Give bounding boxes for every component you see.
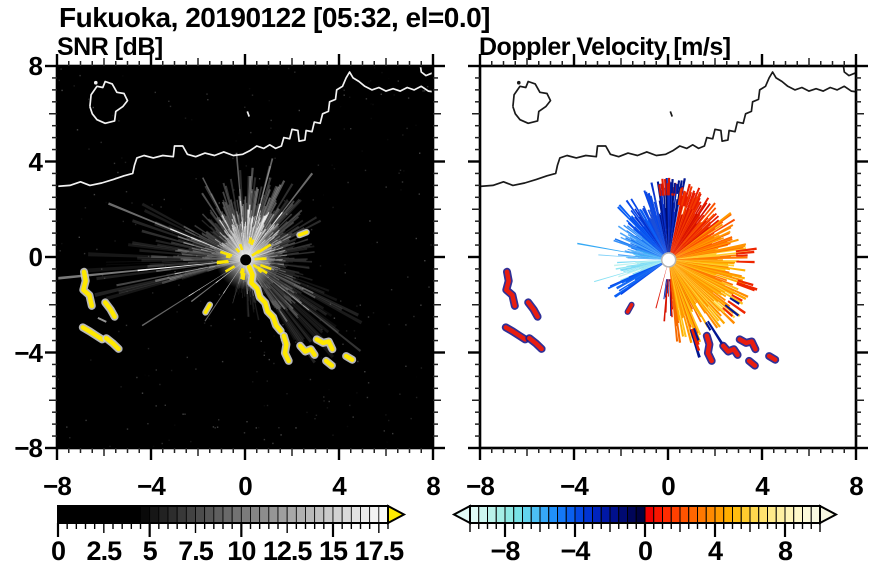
x-tick-label-vel: 4 <box>755 471 769 501</box>
figure-title: Fukuoka, 20190122 [05:32, el=0.0] <box>59 2 491 33</box>
velocity-map-panel <box>468 54 868 460</box>
velocity-colorbar: −8 −4 0 4 8 <box>451 504 839 566</box>
velocity-colorbar-label: −8 <box>491 536 521 566</box>
snr-colorbar-label: 0 <box>51 536 65 566</box>
y-tick-label-snr: −4 <box>14 337 43 368</box>
x-tick-label-snr: −4 <box>137 471 166 501</box>
snr-colorbar-label: 15 <box>319 536 348 566</box>
velocity-colorbar-label: 4 <box>708 536 723 566</box>
snr-map-panel <box>45 54 445 460</box>
snr-colorbar-label: 12.5 <box>263 536 313 566</box>
velocity-colorbar-label: 8 <box>778 536 793 566</box>
x-tick-label-snr: 4 <box>332 471 346 501</box>
snr-colorbar-label: 10 <box>227 536 255 566</box>
snr-colorbar-label: 17.5 <box>355 536 405 566</box>
x-tick-label-vel: −8 <box>466 471 495 501</box>
panel-title-velocity: Doppler Velocity [m/s] <box>479 33 731 61</box>
y-tick-label-snr: 4 <box>28 146 43 177</box>
x-tick-label-snr: −8 <box>43 471 72 501</box>
velocity-colorbar-label: 0 <box>638 536 652 566</box>
y-tick-label-snr: −8 <box>14 433 43 463</box>
y-tick-label-snr: 0 <box>28 242 43 272</box>
snr-colorbar-label: 2.5 <box>87 536 123 566</box>
x-tick-label-vel: −4 <box>560 471 589 501</box>
snr-colorbar: 0 2.5 5 7.5 10 12.5 15 17.5 <box>51 504 407 566</box>
panel-title-snr: SNR [dB] <box>57 33 163 61</box>
x-tick-label-snr: 8 <box>426 471 440 501</box>
x-tick-label-snr: 0 <box>238 471 252 501</box>
y-tick-label-snr: 8 <box>28 51 43 81</box>
snr-colorbar-label: 5 <box>143 536 158 566</box>
x-tick-label-vel: 0 <box>661 471 675 501</box>
velocity-colorbar-label: −4 <box>561 536 591 566</box>
x-tick-label-vel: 8 <box>849 471 863 501</box>
snr-colorbar-label: 7.5 <box>178 536 214 566</box>
